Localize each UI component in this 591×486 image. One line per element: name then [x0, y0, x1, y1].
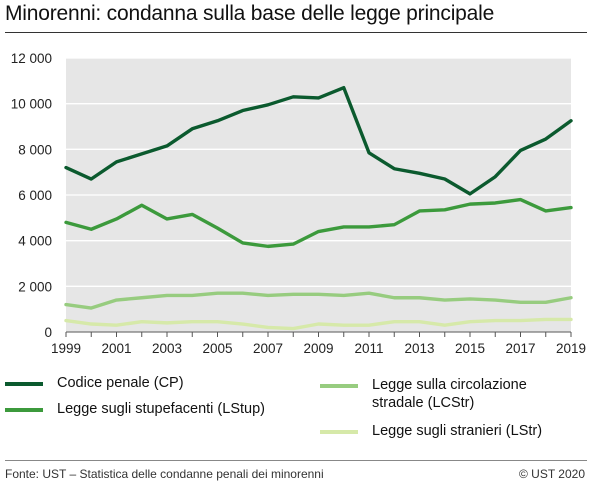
series-lines	[64, 85, 573, 331]
y-tick-label: 0	[44, 325, 52, 340]
footer-divider	[5, 460, 587, 461]
x-tick-label: 2017	[505, 341, 535, 356]
x-tick-label: 2019	[556, 341, 586, 356]
x-tick-label: 2013	[404, 341, 434, 356]
chart-title: Minorenni: condanna sulla base delle leg…	[5, 2, 495, 25]
y-tick-label: 2 000	[18, 279, 52, 294]
y-tick-label: 8 000	[18, 142, 52, 157]
x-tick-label: 2011	[354, 341, 383, 356]
x-tick-label: 2003	[152, 341, 182, 356]
x-tick-label: 1999	[51, 341, 81, 356]
series-line-cp[interactable]	[64, 85, 573, 196]
y-tick-label: 12 000	[11, 51, 52, 66]
x-tick-label: 2009	[303, 341, 333, 356]
series-line-lstup[interactable]	[64, 197, 573, 249]
copyright-note: © UST 2020	[519, 467, 585, 481]
source-note: Fonte: UST – Statistica delle condanne p…	[5, 467, 324, 481]
series-line-lcstr[interactable]	[64, 291, 573, 310]
y-axis-ticks: 0 2 000 4 000 6 000 8 000 10 000 12 000	[11, 51, 52, 340]
y-tick-label: 4 000	[18, 234, 52, 249]
series-line-lstr[interactable]	[64, 317, 573, 331]
y-tick-label: 10 000	[11, 97, 52, 112]
x-tick-label: 2007	[253, 341, 283, 356]
y-tick-label: 6 000	[18, 188, 52, 203]
x-axis-ticks: 1999 2001 2003 2005 2007 2009 2011 2013 2015 2017…	[51, 331, 586, 356]
x-tick-label: 2005	[202, 341, 232, 356]
title-divider	[5, 32, 587, 33]
x-tick-label: 2001	[101, 341, 131, 356]
x-tick-label: 2015	[455, 341, 485, 356]
